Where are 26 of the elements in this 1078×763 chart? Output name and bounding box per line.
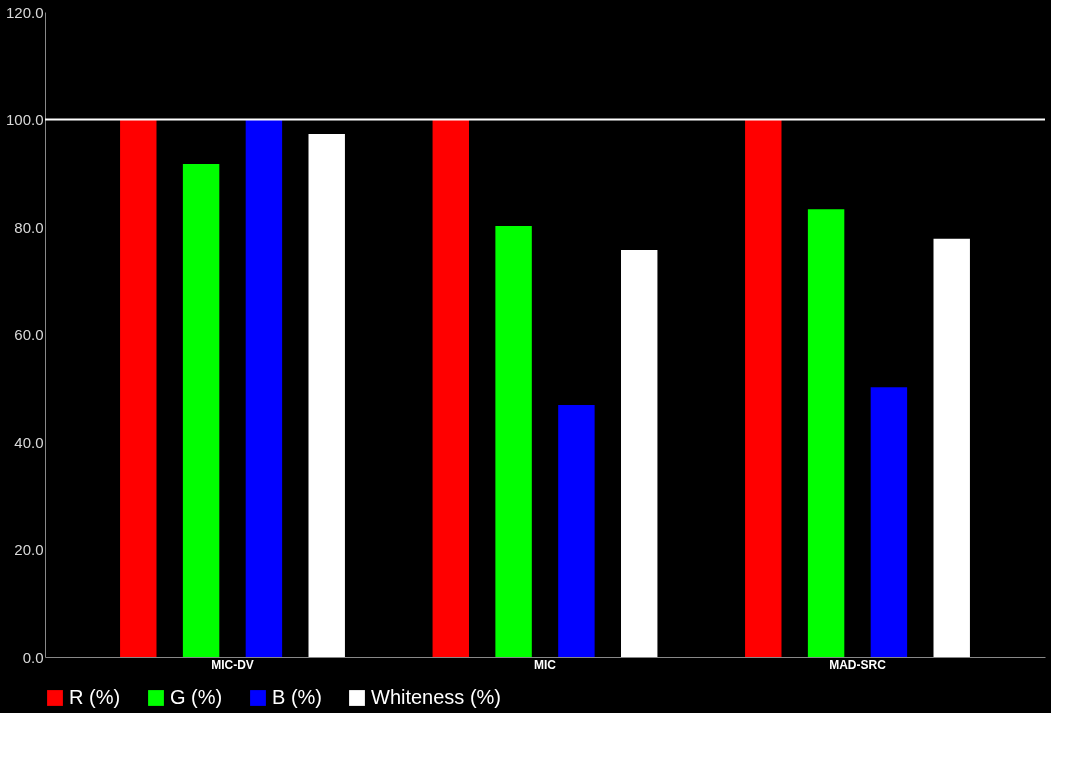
y-tick-label: 40.0 — [14, 433, 44, 451]
y-tick-label: 20.0 — [14, 541, 44, 558]
bar — [807, 209, 845, 657]
y-tick-label: 100.0 — [5, 111, 44, 128]
legend-label: R (%) — [69, 686, 121, 708]
y-tick-label: 120.0 — [5, 3, 44, 21]
bar — [182, 164, 220, 657]
x-tick-label: MAD-SRC — [829, 657, 887, 672]
y-tick-label: 60.0 — [14, 326, 44, 343]
bar — [745, 119, 782, 657]
x-tick-label: MIC — [534, 657, 557, 672]
bar — [245, 119, 283, 657]
bar — [558, 404, 595, 657]
legend-label: B (%) — [272, 686, 322, 708]
bar — [933, 238, 970, 657]
x-tick-label: MIC-DV — [211, 657, 254, 672]
bar — [120, 119, 157, 657]
y-tick-label: 80.0 — [14, 218, 44, 236]
bar — [308, 134, 345, 657]
bar — [870, 387, 908, 657]
legend-label: G (%) — [170, 686, 223, 708]
legend-label: Whiteness (%) — [371, 686, 502, 708]
bar — [621, 250, 658, 657]
bar — [432, 119, 469, 657]
y-tick-label: 0.0 — [22, 648, 44, 666]
bar — [495, 225, 532, 657]
